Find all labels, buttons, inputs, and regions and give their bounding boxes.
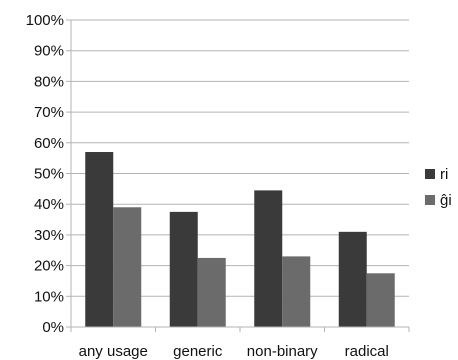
legend: ri ĝi (425, 166, 452, 209)
bar-ri-non-binary (254, 190, 283, 327)
y-tick-label: 100% (26, 12, 64, 29)
x-category-label: generic (173, 343, 223, 360)
bar-ĝi-radical (366, 273, 395, 327)
legend-label: ri (440, 166, 448, 183)
y-tick-label: 20% (34, 258, 64, 275)
y-tick-label: 0% (42, 319, 64, 336)
x-category-label: non-binary (247, 343, 318, 360)
bar-ri-generic (169, 211, 198, 327)
bar-ri-any-usage (85, 152, 114, 327)
y-tick-label: 40% (34, 196, 64, 213)
y-tick-label: 10% (34, 288, 64, 305)
x-axis-category-labels: any usage generic non-binary radical (79, 343, 389, 360)
y-tick-label: 30% (34, 227, 64, 244)
y-tick-label: 80% (34, 73, 64, 90)
legend-swatch-ĝi (425, 195, 435, 205)
bar-ĝi-any-usage (113, 207, 142, 327)
x-category-label: any usage (79, 343, 148, 360)
y-tick-label: 90% (34, 43, 64, 60)
bar-ĝi-non-binary (282, 256, 311, 327)
y-axis-tick-labels: 0% 10% 20% 30% 40% 50% 60% 70% 80% 90% 100% (26, 12, 64, 336)
y-tick-label: 60% (34, 135, 64, 152)
legend-label: ĝi (440, 192, 452, 209)
axes (70, 20, 410, 332)
y-tick-label: 50% (34, 166, 64, 183)
bars (85, 152, 395, 327)
x-category-label: radical (345, 343, 389, 360)
y-tick-label: 70% (34, 104, 64, 121)
bar-ĝi-generic (197, 257, 226, 327)
bar-ri-radical (338, 231, 367, 327)
legend-swatch-ri (425, 169, 435, 179)
